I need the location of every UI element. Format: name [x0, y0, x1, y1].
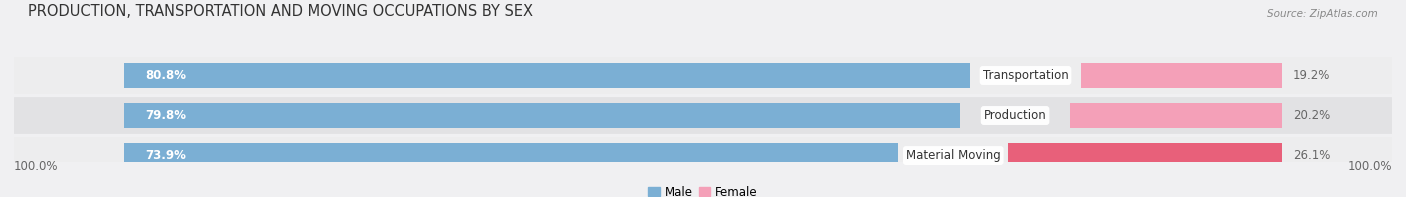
- Text: 100.0%: 100.0%: [14, 160, 59, 173]
- Text: 100.0%: 100.0%: [1347, 160, 1392, 173]
- FancyBboxPatch shape: [14, 137, 1392, 174]
- Text: 73.9%: 73.9%: [145, 149, 186, 162]
- Text: Production: Production: [984, 109, 1046, 122]
- Text: Transportation: Transportation: [983, 69, 1069, 82]
- Bar: [1070, 103, 1282, 128]
- Bar: [124, 143, 898, 168]
- Text: 80.8%: 80.8%: [145, 69, 186, 82]
- Text: PRODUCTION, TRANSPORTATION AND MOVING OCCUPATIONS BY SEX: PRODUCTION, TRANSPORTATION AND MOVING OC…: [28, 4, 533, 19]
- Text: 79.8%: 79.8%: [145, 109, 186, 122]
- Text: 26.1%: 26.1%: [1292, 149, 1330, 162]
- Text: Material Moving: Material Moving: [905, 149, 1001, 162]
- Bar: [1081, 63, 1282, 88]
- FancyBboxPatch shape: [14, 97, 1392, 134]
- Text: Source: ZipAtlas.com: Source: ZipAtlas.com: [1267, 9, 1378, 19]
- Legend: Male, Female: Male, Female: [644, 181, 762, 197]
- Bar: [124, 103, 960, 128]
- Text: 19.2%: 19.2%: [1292, 69, 1330, 82]
- FancyBboxPatch shape: [14, 57, 1392, 94]
- Bar: [124, 63, 970, 88]
- Text: 20.2%: 20.2%: [1292, 109, 1330, 122]
- Bar: [1008, 143, 1282, 168]
